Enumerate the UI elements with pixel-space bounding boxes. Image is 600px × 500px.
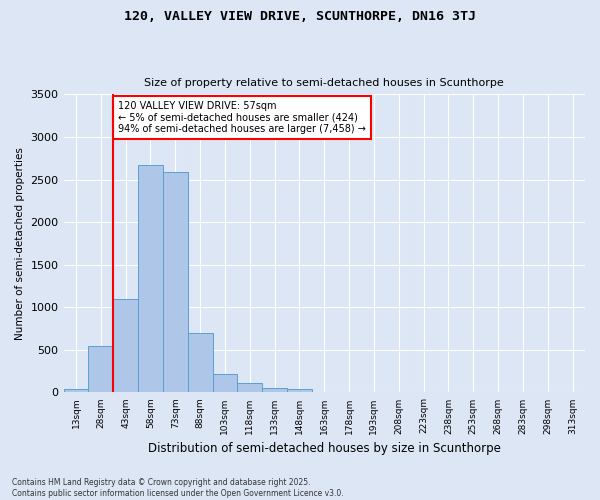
Bar [138,165,163,392]
X-axis label: Distribution of semi-detached houses by size in Scunthorpe: Distribution of semi-detached houses by … [148,442,501,455]
Bar [212,374,238,392]
Text: 120, VALLEY VIEW DRIVE, SCUNTHORPE, DN16 3TJ: 120, VALLEY VIEW DRIVE, SCUNTHORPE, DN16… [124,10,476,23]
Title: Size of property relative to semi-detached houses in Scunthorpe: Size of property relative to semi-detach… [145,78,504,88]
Bar [188,333,212,392]
Bar [64,389,88,392]
Bar [88,346,113,393]
Bar [238,383,262,392]
Bar [163,172,188,392]
Bar [262,388,287,392]
Bar [287,389,312,392]
Y-axis label: Number of semi-detached properties: Number of semi-detached properties [15,147,25,340]
Text: Contains HM Land Registry data © Crown copyright and database right 2025.
Contai: Contains HM Land Registry data © Crown c… [12,478,344,498]
Bar [113,298,138,392]
Text: 120 VALLEY VIEW DRIVE: 57sqm
← 5% of semi-detached houses are smaller (424)
94% : 120 VALLEY VIEW DRIVE: 57sqm ← 5% of sem… [118,101,366,134]
